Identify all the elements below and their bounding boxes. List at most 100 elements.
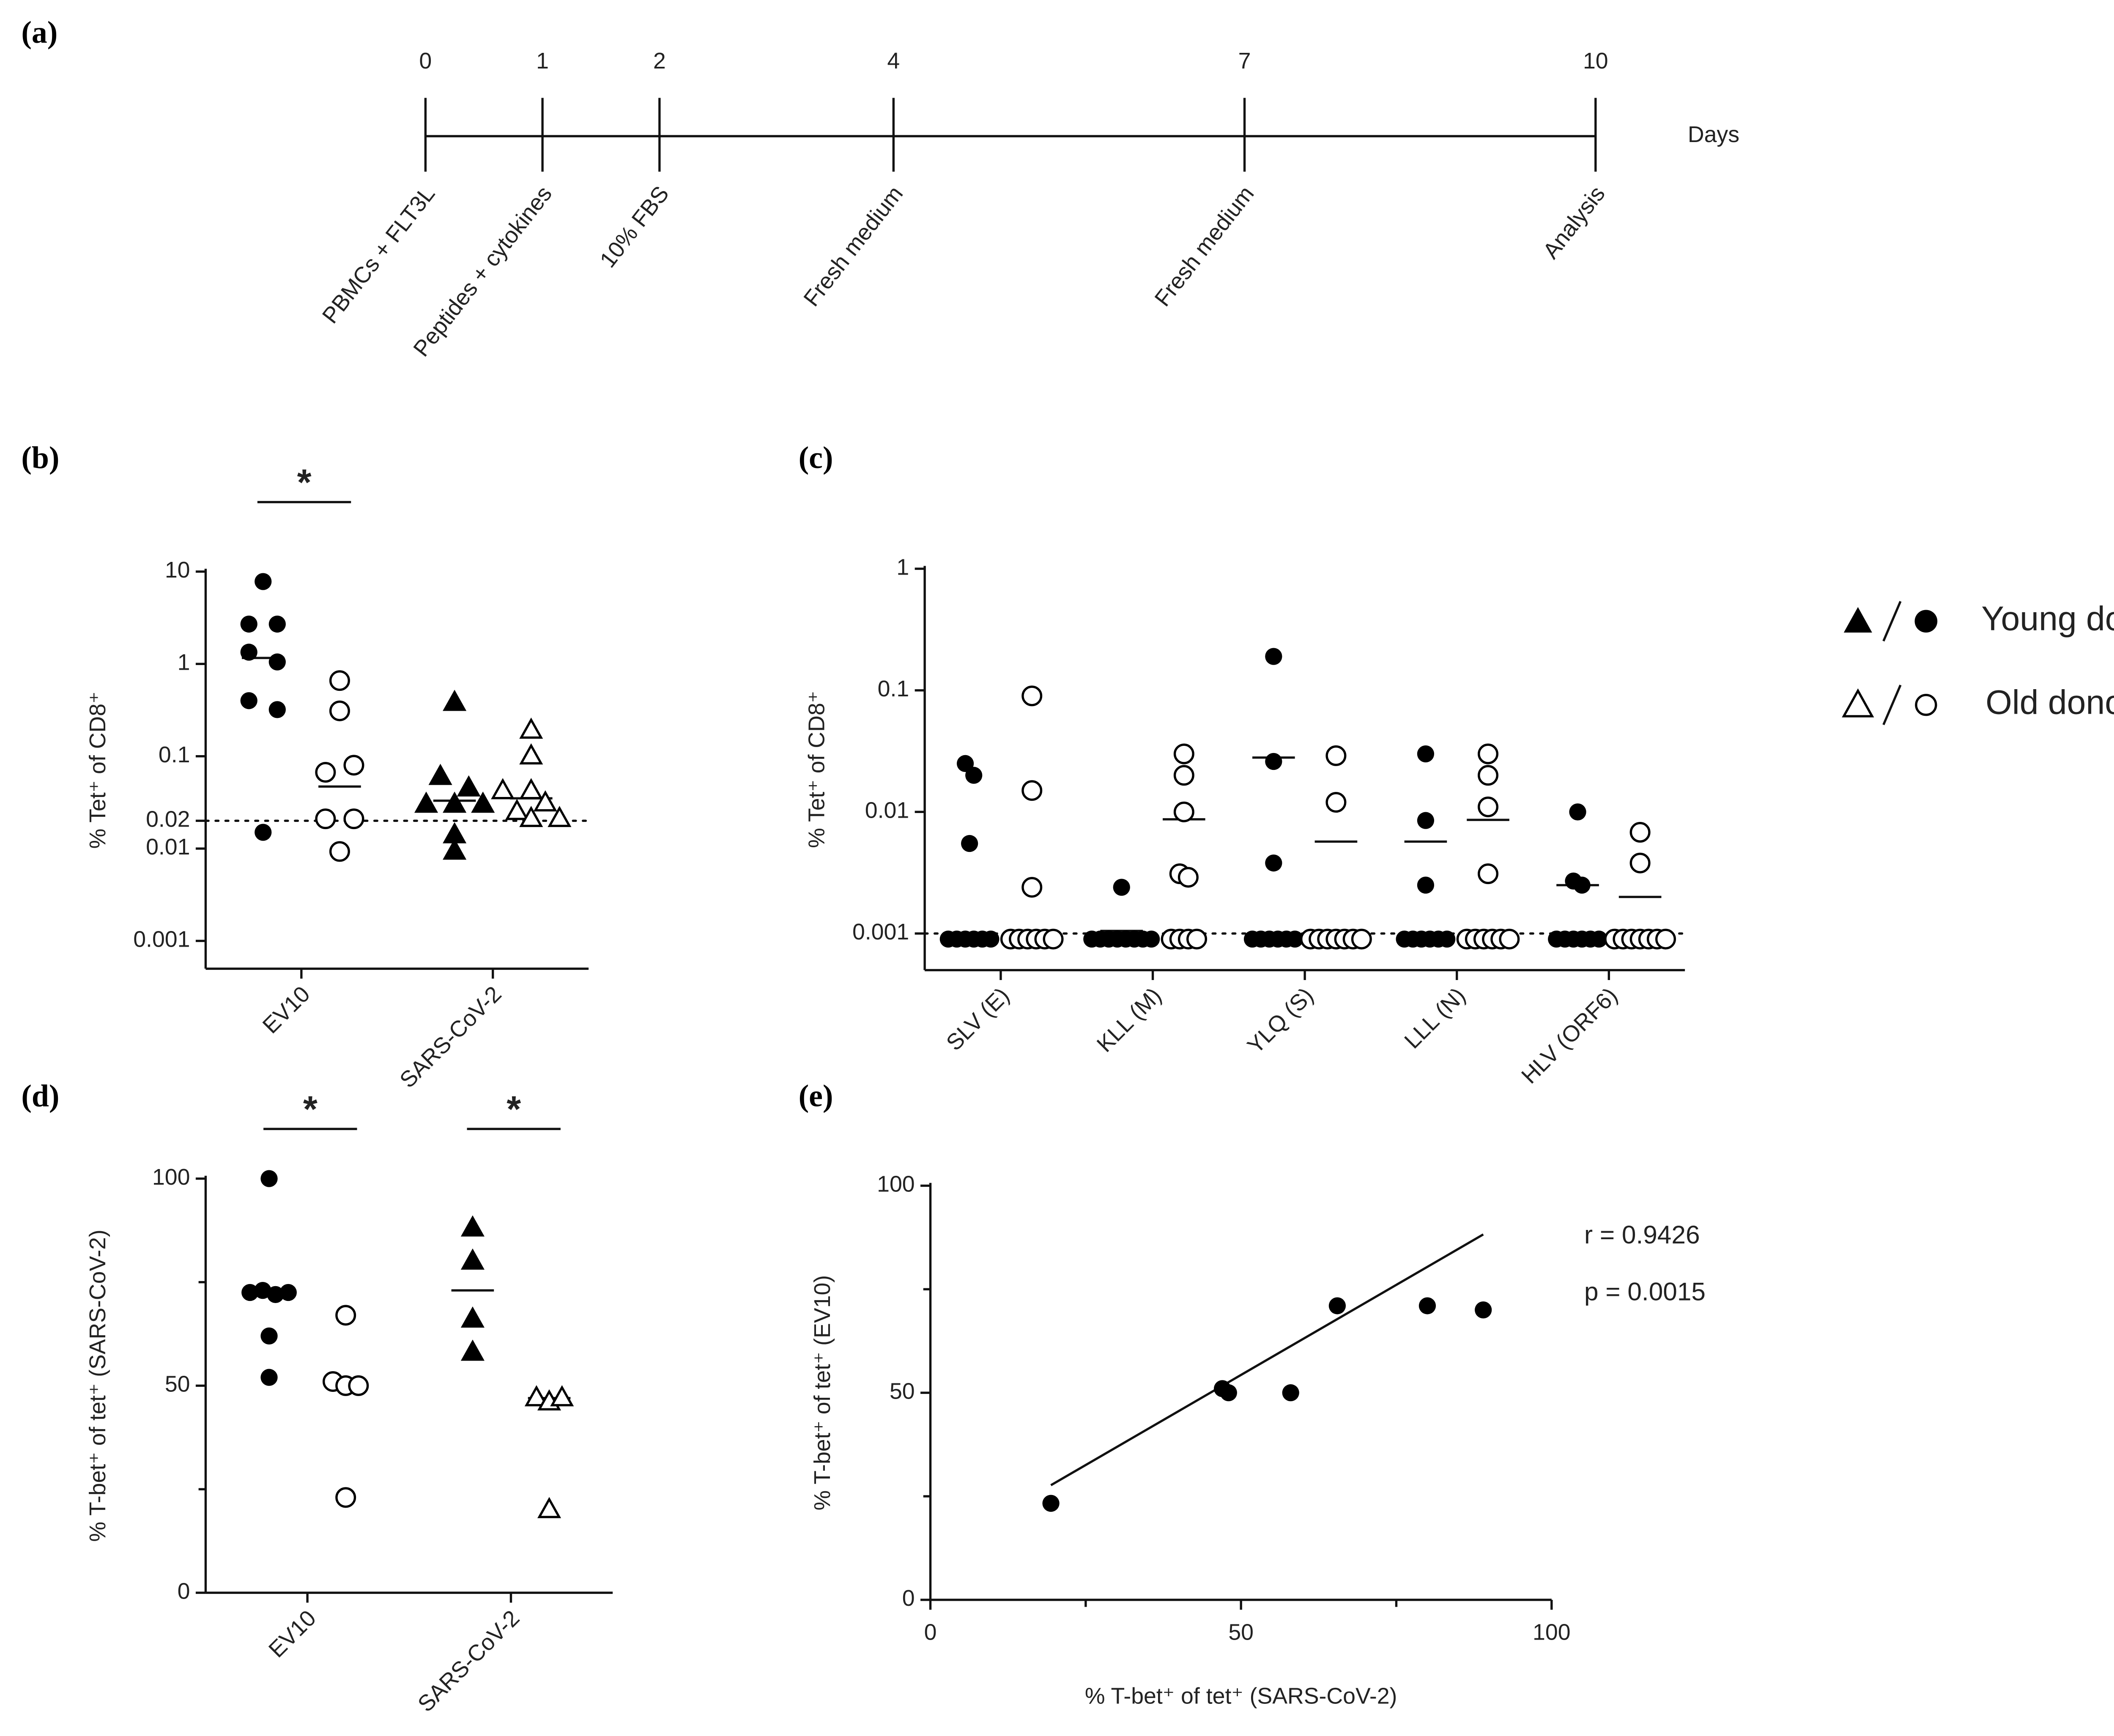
data-point: [1286, 930, 1303, 948]
y-axis-label: % Tet⁺ of CD8⁺: [804, 691, 830, 848]
data-point: [965, 767, 983, 784]
data-point: [414, 791, 438, 813]
significance-label: *: [507, 1089, 521, 1130]
data-point: [315, 808, 336, 830]
x-tick-label: 100: [1533, 1620, 1571, 1645]
y-tick-label: 0.001: [133, 927, 190, 952]
x-tick-label: LLL (N): [1399, 983, 1470, 1054]
y-tick-label: 0.1: [159, 742, 190, 767]
event-label: Fresh medium: [1150, 181, 1259, 311]
data-point: [1418, 1297, 1436, 1314]
data-point: [1478, 796, 1499, 817]
y-tick-label: 50: [890, 1378, 915, 1404]
day-label: 10: [1583, 48, 1608, 74]
data-point: [329, 700, 350, 721]
significance-label: *: [303, 1089, 318, 1130]
panel-label: (b): [21, 440, 59, 475]
legend-slash: [1882, 685, 1902, 726]
data-point: [268, 701, 286, 718]
data-point: [491, 778, 515, 800]
data-point: [471, 791, 495, 813]
event-label: Analysis: [1538, 181, 1610, 263]
data-point: [268, 653, 286, 671]
annotation: p = 0.0015: [1584, 1277, 1706, 1306]
data-point: [1021, 780, 1043, 801]
data-point: [1569, 803, 1586, 821]
y-tick-label: 10: [165, 557, 190, 583]
y-tick-label: 0.01: [865, 798, 909, 823]
data-point: [519, 778, 543, 800]
y-tick-label: 0.001: [852, 919, 909, 945]
data-point: [343, 755, 364, 776]
data-point: [428, 764, 452, 785]
y-tick-label: 0: [902, 1585, 915, 1611]
data-point: [524, 1385, 548, 1407]
data-point: [519, 717, 543, 739]
day-label: 7: [1238, 48, 1251, 74]
y-tick-label: 50: [165, 1372, 190, 1397]
data-point: [460, 1215, 485, 1237]
legend-circle: [1914, 610, 1938, 633]
data-point: [279, 1284, 297, 1301]
data-point: [537, 1497, 561, 1518]
data-point: [329, 841, 350, 862]
data-point: [1328, 1297, 1346, 1314]
y-axis-label: % T-bet⁺ of tet⁺ (SARS-CoV-2): [85, 1229, 110, 1542]
data-point: [1438, 930, 1456, 948]
data-point: [1177, 867, 1199, 888]
data-point: [1143, 930, 1160, 948]
data-point: [348, 1375, 369, 1396]
data-point: [240, 615, 257, 633]
day-label: 0: [419, 48, 432, 74]
data-point: [443, 791, 467, 813]
panel-label: (c): [799, 440, 833, 475]
fit-line: [1050, 1233, 1484, 1487]
data-point: [1043, 928, 1064, 950]
x-tick-label: EV10: [258, 981, 315, 1038]
data-point: [343, 808, 364, 830]
legend-label: Young donors: [1981, 600, 2114, 638]
data-point: [1478, 765, 1499, 786]
data-point: [1113, 879, 1130, 896]
panel-label: (e): [799, 1079, 833, 1113]
data-point: [267, 1286, 284, 1303]
data-point: [1021, 685, 1043, 706]
x-tick-label: HLV (ORF6): [1517, 983, 1622, 1088]
data-point: [260, 1170, 278, 1187]
x-tick-label: SLV (E): [941, 983, 1014, 1055]
x-tick-label: SARS-CoV-2: [395, 981, 507, 1093]
x-tick-label: 50: [1228, 1620, 1254, 1645]
data-point: [982, 930, 999, 948]
event-label: PBMCs + FLT3L: [317, 181, 440, 328]
data-point: [457, 775, 481, 797]
data-point: [329, 670, 350, 691]
data-point: [1417, 812, 1435, 829]
data-point: [519, 806, 543, 827]
data-point: [1282, 1384, 1299, 1402]
x-tick-label: EV10: [264, 1605, 321, 1662]
data-point: [519, 743, 543, 765]
y-tick-label: 0.02: [146, 806, 190, 832]
data-point: [1351, 928, 1372, 950]
y-tick-label: 1: [896, 554, 909, 580]
data-point: [460, 1248, 485, 1270]
x-tick-label: SARS-CoV-2: [413, 1605, 525, 1717]
legend-triangle: [1842, 688, 1874, 717]
x-tick-label: YLQ (S): [1243, 983, 1318, 1058]
data-point: [255, 573, 272, 590]
day-label: 1: [536, 48, 549, 74]
data-point: [961, 835, 978, 852]
data-point: [335, 1487, 356, 1508]
data-point: [241, 1284, 259, 1301]
data-point: [1655, 928, 1676, 950]
data-point: [460, 1339, 485, 1361]
day-label: 4: [887, 48, 900, 74]
data-point: [1629, 852, 1651, 873]
data-point: [1499, 928, 1520, 950]
legend: Young donors Old donors: [1842, 600, 2114, 726]
legend-triangle: [1843, 607, 1872, 633]
data-point: [1173, 801, 1194, 822]
data-point: [1590, 930, 1607, 948]
panel-label: (a): [21, 15, 58, 49]
